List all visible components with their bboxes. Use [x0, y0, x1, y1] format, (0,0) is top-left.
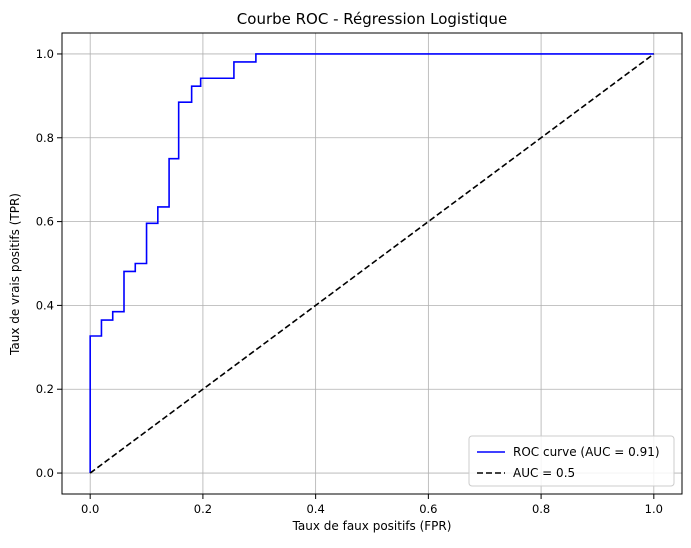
y-tick-label: 0.8 [36, 131, 54, 145]
x-tick-label: 0.0 [81, 502, 99, 516]
axis-ticks: 0.0 0.2 0.4 0.6 0.8 1.0 0.0 0.2 0.4 0.6 0.8 1.0 [36, 47, 663, 516]
x-tick-label: 0.4 [306, 502, 324, 516]
legend-box [468, 435, 675, 487]
x-tick-label: 0.6 [419, 502, 437, 516]
x-tick-label: 1.0 [645, 502, 663, 516]
legend-entry-label: AUC = 0.5 [513, 466, 575, 480]
legend: ROC curve (AUC = 0.91) AUC = 0.5 [468, 435, 675, 487]
random-baseline-line [89, 53, 655, 474]
x-axis-label: Taux de faux positifs (FPR) [292, 519, 452, 533]
roc-curve-line [89, 53, 654, 474]
x-tick-label: 0.8 [532, 502, 550, 516]
x-tick-label: 0.2 [194, 502, 212, 516]
y-tick-label: 0.4 [36, 298, 54, 312]
y-tick-label: 0.2 [36, 382, 54, 396]
y-tick-label: 1.0 [36, 47, 54, 61]
y-axis-label: Taux de vrais positifs (TPR) [8, 193, 22, 356]
y-tick-label: 0.6 [36, 215, 54, 229]
chart-title: Courbe ROC - Régression Logistique [237, 10, 507, 28]
plot-frame [61, 32, 683, 495]
grid [62, 33, 682, 494]
y-tick-label: 0.0 [36, 466, 54, 480]
legend-entry-label: ROC curve (AUC = 0.91) [513, 445, 660, 459]
plot-series [89, 53, 655, 474]
